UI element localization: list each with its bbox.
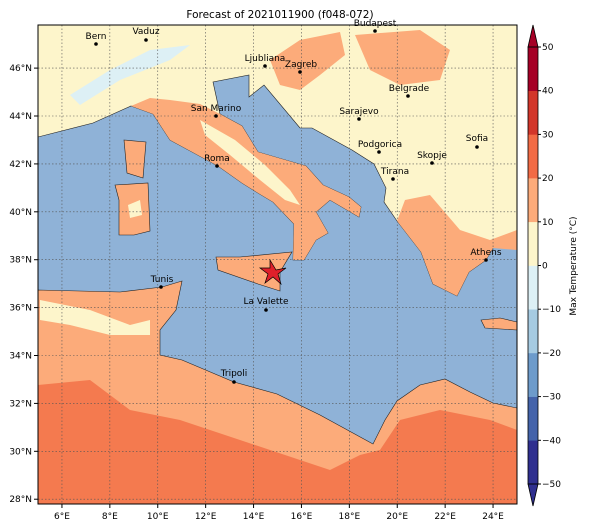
greece-warm <box>397 195 517 296</box>
x-tick-label: 10°E <box>147 512 169 522</box>
colorbar: −50 −40 −30 −20 −10 0 10 20 30 40 50 <box>527 24 561 507</box>
colorbar-bin <box>528 47 538 91</box>
y-tick-label: 42°N <box>9 160 32 170</box>
colorbar-tick-label: 50 <box>542 43 554 53</box>
colorbar-tick-label: 20 <box>542 174 554 184</box>
city-label: Tunis <box>150 275 174 285</box>
city-label: Athens <box>470 248 501 258</box>
city-label: Bern <box>86 32 107 42</box>
sardinia-interior <box>128 200 142 218</box>
x-tick-label: 22°E <box>434 512 456 522</box>
colorbar-bin <box>528 396 538 441</box>
colorbar-tick-label: −10 <box>542 305 561 315</box>
city-label: Tripoli <box>220 369 248 379</box>
x-tick-label: 16°E <box>291 512 313 522</box>
city-label: Skopje <box>417 151 447 161</box>
star-marker <box>258 258 287 286</box>
city-label: Vaduz <box>132 27 159 37</box>
x-tick-label: 14°E <box>243 512 265 522</box>
city-label: San Marino <box>191 104 242 114</box>
x-tick-label: 8°E <box>102 512 118 522</box>
cities: Bern Vaduz Ljubliana Zagreb Budapest Bel… <box>86 19 502 384</box>
graticule <box>38 25 517 504</box>
italy-warm <box>131 98 361 260</box>
colorbar-extend-top <box>527 24 539 48</box>
city-label: Belgrade <box>389 84 430 94</box>
colorbar-bin <box>528 178 538 223</box>
city-dots <box>94 29 488 384</box>
y-tick-label: 40°N <box>9 208 32 218</box>
balkan-warm <box>270 30 450 90</box>
city-label: Budapest <box>354 19 397 29</box>
city-label: Tirana <box>380 167 409 177</box>
colorbar-extend-bottom <box>527 483 539 507</box>
y-tick-label: 44°N <box>9 112 32 122</box>
colorbar-bin <box>528 221 538 266</box>
y-tick-label: 32°N <box>9 399 32 409</box>
crete <box>480 317 517 331</box>
apennines <box>200 120 300 205</box>
map-title: Forecast of 2021011900 (f048-072) <box>186 9 373 21</box>
y-tick-label: 30°N <box>9 447 32 457</box>
colorbar-bin <box>528 265 538 310</box>
city-label: Sofia <box>466 134 488 144</box>
y-tick-label: 28°N <box>9 495 32 505</box>
colorbar-tick-label: 30 <box>542 130 554 140</box>
colorbar-bin <box>528 90 538 135</box>
x-tick-label: 6°E <box>54 512 70 522</box>
city-label: Ljubliana <box>245 54 286 64</box>
city-label: La Valette <box>244 297 289 307</box>
colorbar-tick-label: −20 <box>542 349 561 359</box>
city-label: Zagreb <box>285 60 317 70</box>
colorbar-tick-label: 10 <box>542 218 554 228</box>
colorbar-bin <box>528 440 538 485</box>
alps <box>70 45 190 105</box>
x-tick-label: 12°E <box>195 512 217 522</box>
city-label: Sarajevo <box>339 107 379 117</box>
y-tick-label: 36°N <box>9 304 32 314</box>
colorbar-bin <box>528 134 538 179</box>
colorbar-tick-label: −30 <box>542 393 561 403</box>
city-label: Roma <box>204 154 230 164</box>
y-tick-label: 34°N <box>9 352 32 362</box>
y-tick-label: 38°N <box>9 256 32 266</box>
y-tick-label: 46°N <box>9 64 32 74</box>
x-tick-label: 18°E <box>339 512 361 522</box>
colorbar-tick-label: 0 <box>542 262 548 272</box>
axes: 6°E 8°E 10°E 12°E 14°E 16°E 18°E 20°E 22°E 24°E 28… <box>9 64 504 522</box>
colorbar-tick-label: −50 <box>542 480 561 490</box>
x-tick-label: 20°E <box>386 512 408 522</box>
map-frame <box>37 24 518 505</box>
cool-zone <box>40 300 150 335</box>
colorbar-bin <box>528 309 538 354</box>
city-label: Podgorica <box>358 140 402 150</box>
corsica <box>123 139 147 179</box>
colorbar-tick-label: 40 <box>542 87 554 97</box>
colorbar-tick-label: −40 <box>542 436 561 446</box>
colorbar-label: Max Temperature (°C) <box>569 216 579 315</box>
x-tick-label: 24°E <box>482 512 504 522</box>
colorbar-bin <box>528 352 538 397</box>
map-area <box>38 25 517 504</box>
